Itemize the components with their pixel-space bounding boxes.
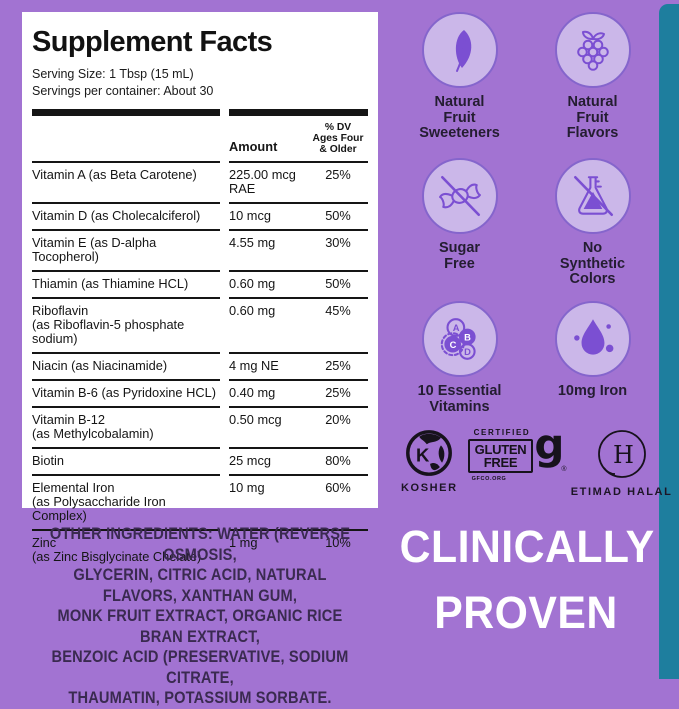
no-candy-icon: [438, 175, 481, 217]
kosher-certification: K KOSHER: [401, 428, 458, 494]
nutrient-dv: 25%: [325, 385, 351, 400]
nutrient-amount: 4.55 mg: [229, 235, 276, 250]
nutrient-amount: 0.50 mcg: [229, 412, 282, 427]
serving-size: Serving Size: 1 Tbsp (15 mL): [32, 67, 194, 81]
right-column: Natural Fruit Sweeteners Natural Fruit Flavo…: [393, 0, 671, 679]
nutrient-amount: 4 mg NE: [229, 358, 279, 373]
nutrient-dv: 30%: [325, 235, 351, 250]
kosher-globe-icon: K: [406, 430, 453, 476]
svg-text:D: D: [464, 347, 471, 357]
panel-title: Supplement Facts: [32, 26, 273, 58]
serving-info: Serving Size: 1 Tbsp (15 mL) Servings pe…: [32, 66, 368, 100]
clinically-proven-headline: CLINICALLY PROVEN: [399, 521, 655, 638]
gfco-org-text: GFCO.ORG: [471, 476, 507, 482]
nutrient-name: Elemental Iron: [32, 480, 115, 495]
vitamins-icon: A B C D: [440, 318, 476, 360]
kosher-label: KOSHER: [401, 482, 458, 494]
nutrient-amount: 25 mcg: [229, 453, 271, 468]
col-amount: Amount: [229, 139, 278, 154]
iron-drop-icon: [573, 319, 613, 355]
nutrient-dv: 80%: [325, 453, 351, 468]
nutrient-subname: (as Polysaccharide Iron Complex): [32, 494, 166, 523]
nutrient-name: Zinc: [32, 535, 57, 550]
nutrient-dv: 60%: [325, 480, 351, 495]
nutrient-dv: 20%: [325, 412, 351, 427]
nutrient-amount: 1 mg: [229, 535, 258, 550]
table-row: Zinc (as Zinc Bisglycinate Chelate) 1 mg 1…: [32, 529, 368, 570]
teal-edge-strip: [659, 4, 679, 679]
halal-circle-icon: H: [597, 430, 646, 478]
header-bar-left: [32, 109, 220, 116]
nutrient-dv: 50%: [325, 208, 351, 223]
table-row: Vitamin D (as Cholecalciferol) 10 mcg 50%: [32, 202, 368, 229]
badge-natural-fruit-sweeteners: Natural Fruit Sweeteners: [393, 12, 526, 142]
nutrient-amount: 225.00 mcg RAE: [229, 167, 296, 196]
header-bars: [32, 109, 368, 116]
nutrient-amount: 0.60 mg: [229, 303, 276, 318]
table-row: Thiamin (as Thiamine HCL) 0.60 mg 50%: [32, 270, 368, 297]
badge-natural-fruit-flavors: Natural Fruit Flavors: [526, 12, 659, 142]
nutrient-dv: 45%: [325, 303, 351, 318]
nutrient-name: Niacin (as Niacinamide): [32, 358, 168, 373]
table-row: Vitamin E (as D-alpha Tocopherol) 4.55 m…: [32, 229, 368, 270]
svg-text:C: C: [449, 340, 456, 350]
badge-sugar-free: Sugar Free: [393, 158, 526, 288]
badge-row-2: Sugar Free No Synthetic Colors: [393, 158, 659, 288]
nutrient-amount: 10 mg: [229, 480, 265, 495]
gluten-free-certification: CERTIFIED GLUTEN FREE g ® GFCO.ORG: [467, 420, 567, 482]
other-ingredients: OTHER INGREDIENTS: WATER (REVERSE OSMOSI…: [49, 524, 351, 707]
nutrient-dv: 50%: [325, 276, 351, 291]
badge-no-synthetic-colors: No Synthetic Colors: [526, 158, 659, 288]
nutrient-subname: (as Methylcobalamin): [32, 426, 154, 441]
table-row: Vitamin B-6 (as Pyridoxine HCL) 0.40 mg 2…: [32, 379, 368, 406]
svg-text:H: H: [613, 441, 634, 469]
badge-row-3: A B C D 10 Essential Vitamins: [393, 301, 659, 415]
servings-per-container: Servings per container: About 30: [32, 84, 214, 98]
nutrient-subname: (as Zinc Bisglycinate Chelate): [32, 549, 202, 564]
svg-text:K: K: [416, 445, 430, 466]
no-flask-icon: [573, 175, 613, 217]
nutrient-name: Vitamin A (as Beta Carotene): [32, 167, 197, 182]
table-row: Elemental Iron (as Polysaccharide Iron Co…: [32, 474, 368, 529]
badge-row-1: Natural Fruit Sweeteners Natural Fruit Flavo…: [393, 12, 659, 142]
raspberry-icon: [576, 30, 609, 71]
halal-certification: H ETIMAD HALAL: [571, 428, 671, 498]
supplement-facts-panel: Supplement Facts Serving Size: 1 Tbsp (1…: [22, 12, 378, 564]
badge-essential-vitamins: A B C D 10 Essential Vitamins: [393, 301, 526, 415]
svg-text:A: A: [452, 323, 459, 333]
nutrient-name: Vitamin B-6 (as Pyridoxine HCL): [32, 385, 216, 400]
leaf-icon: [455, 30, 471, 72]
certifications-row: K KOSHER CERTIFIED GLUTEN FREE g ® GFCO.…: [393, 420, 671, 499]
col-dv: % DV Ages Four & Older: [312, 122, 364, 155]
table-row: Vitamin A (as Beta Carotene) 225.00 mcg …: [32, 161, 368, 202]
nutrient-dv: 25%: [325, 358, 351, 373]
nutrient-name: Thiamin (as Thiamine HCL): [32, 276, 189, 291]
nutrient-dv: 10%: [325, 535, 351, 550]
badge-10mg-iron: 10mg Iron: [526, 301, 659, 415]
nutrient-subname: (as Riboflavin-5 phosphate sodium): [32, 317, 185, 346]
table-row: Vitamin B-12 (as Methylcobalamin) 0.50 mc…: [32, 406, 368, 447]
gluten-free-g-logo: g: [534, 420, 565, 469]
nutrient-amount: 0.40 mg: [229, 385, 276, 400]
halal-label: ETIMAD HALAL: [570, 486, 673, 498]
table-row: Riboflavin (as Riboflavin-5 phosphate sod…: [32, 297, 368, 352]
table-header-row: Amount % DV Ages Four & Older: [32, 116, 368, 161]
table-row: Niacin (as Niacinamide) 4 mg NE 25%: [32, 352, 368, 379]
nutrient-name: Riboflavin: [32, 303, 89, 318]
nutrient-name: Vitamin D (as Cholecalciferol): [32, 208, 201, 223]
gluten-certified-text: CERTIFIED: [473, 428, 531, 437]
header-bar-right: [229, 109, 368, 116]
svg-text:B: B: [464, 333, 471, 343]
nutrient-name: Biotin: [32, 453, 65, 468]
table-row: Biotin 25 mcg 80%: [32, 447, 368, 474]
nutrient-amount: 0.60 mg: [229, 276, 276, 291]
nutrient-name: Vitamin B-12: [32, 412, 106, 427]
nutrient-name: Vitamin E (as D-alpha Tocopherol): [32, 235, 157, 264]
nutrient-amount: 10 mcg: [229, 208, 271, 223]
nutrient-dv: 25%: [325, 167, 351, 182]
